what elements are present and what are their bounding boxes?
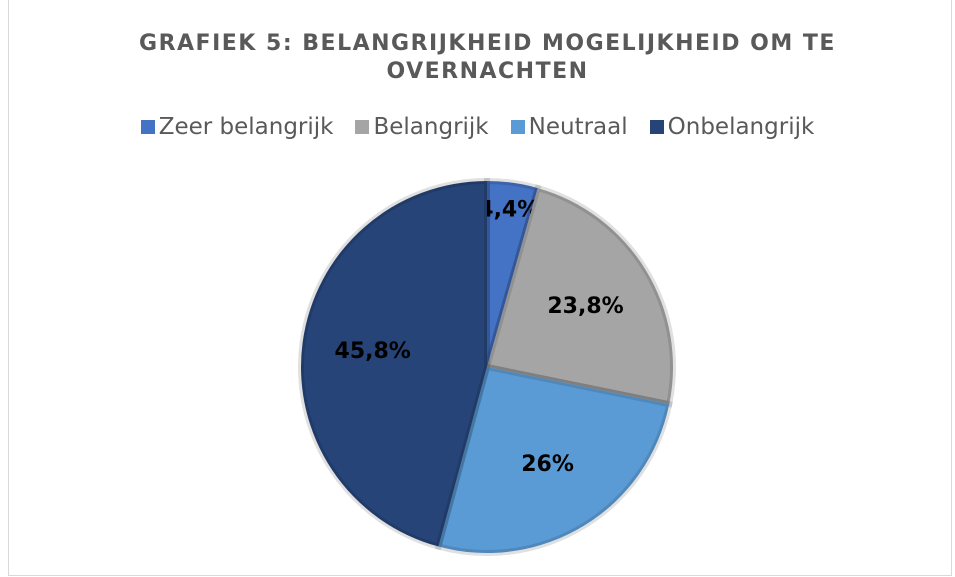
chart-frame <box>8 0 952 576</box>
legend-label: Belangrijk <box>373 114 489 140</box>
legend-swatch <box>140 120 155 134</box>
legend-item: Belangrijk <box>355 114 489 140</box>
pie-slice <box>483 184 676 408</box>
legend-label: Onbelangrijk <box>667 114 815 140</box>
legend-label: Zeer belangrijk <box>158 114 334 140</box>
pie-slice <box>434 363 673 556</box>
legend-swatch <box>649 120 664 134</box>
data-label: 45,8% <box>335 339 411 364</box>
data-label: 26% <box>521 452 574 477</box>
legend-label: Neutraal <box>528 114 628 140</box>
pie-slice <box>298 177 490 551</box>
data-label: 23,8% <box>547 294 623 319</box>
legend: Zeer belangrijk Belangrijk Neutraal Onbelan… <box>0 114 955 140</box>
legend-item: Zeer belangrijk <box>140 114 334 140</box>
legend-swatch <box>510 120 525 134</box>
legend-swatch <box>355 120 370 134</box>
data-label: 4,4% <box>478 197 539 222</box>
legend-item: Onbelangrijk <box>649 114 815 140</box>
legend-item: Neutraal <box>510 114 628 140</box>
chart-title: GRAFIEK 5: BELANGRIJKHEID MOGELIJKHEID O… <box>139 31 836 84</box>
pie-slice <box>484 177 542 368</box>
